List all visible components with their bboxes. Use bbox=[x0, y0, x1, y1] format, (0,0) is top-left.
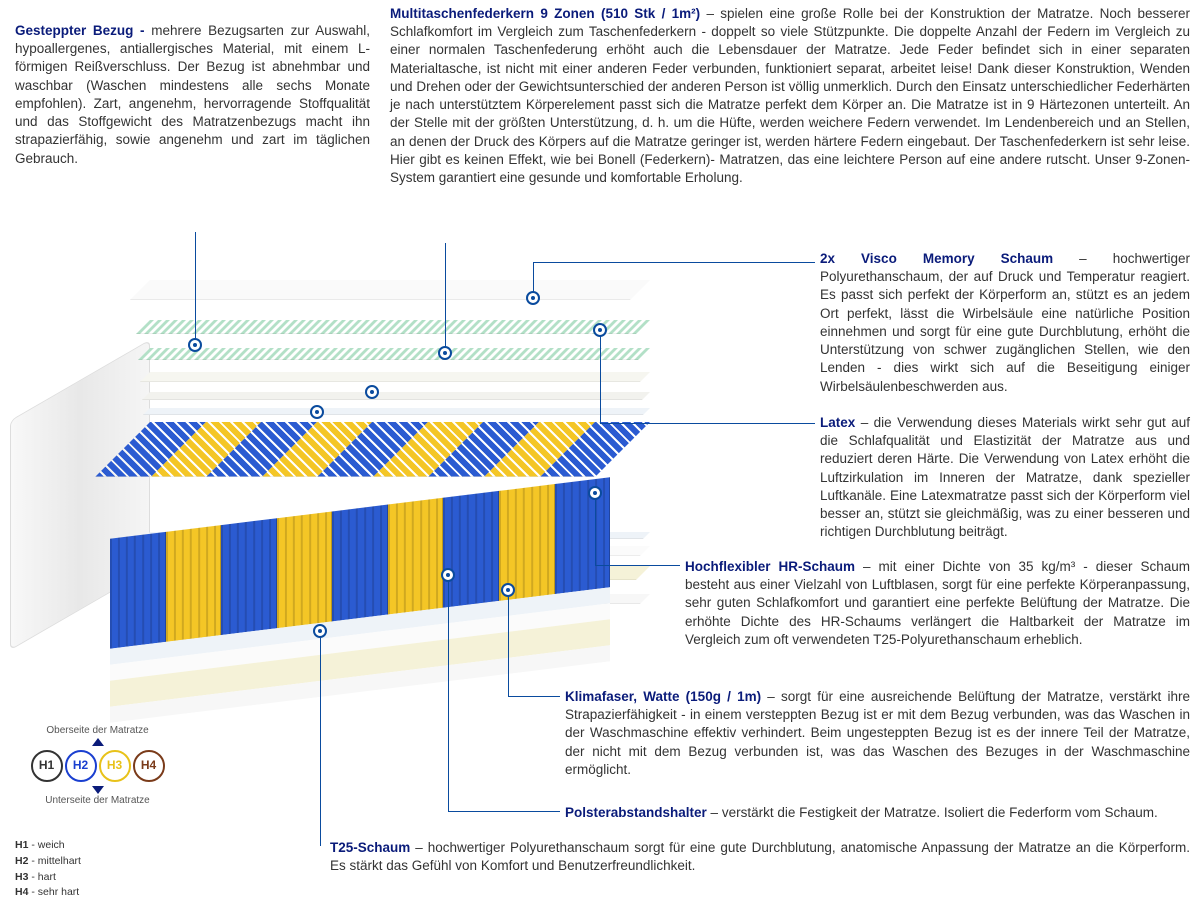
layer-visco2 bbox=[138, 348, 650, 360]
spring-zone-front bbox=[388, 498, 444, 615]
callout-dot-zone bbox=[310, 405, 324, 419]
heading-visco: 2x Visco Memory Schaum bbox=[820, 251, 1053, 266]
callout-dot-cover bbox=[188, 338, 202, 352]
hardness-badge-h2: H2 bbox=[65, 750, 97, 782]
hardness-definition: H3 - hart bbox=[15, 870, 81, 886]
legend-top-label: Oberseite der Matratze bbox=[15, 724, 180, 738]
callout-line bbox=[508, 696, 560, 697]
spring-zone-front bbox=[443, 491, 499, 608]
hardness-badge-h3: H3 bbox=[99, 750, 131, 782]
section-springs: Multitaschenfederkern 9 Zonen (510 Stk /… bbox=[390, 5, 1190, 187]
layer-hr bbox=[142, 392, 650, 400]
hardness-badge-h4: H4 bbox=[133, 750, 165, 782]
callout-line bbox=[320, 631, 321, 846]
callout-dot-visco bbox=[526, 291, 540, 305]
callout-line bbox=[533, 262, 815, 263]
mattress-illustration bbox=[10, 260, 660, 700]
hardness-definition: H2 - mittelhart bbox=[15, 854, 81, 870]
legend-bottom-label: Unterseite der Matratze bbox=[15, 794, 180, 808]
arrow-up-icon bbox=[92, 738, 104, 746]
section-cover: Gesteppter Bezug - mehrere Bezugsarten z… bbox=[15, 22, 370, 168]
spring-zone-front bbox=[221, 518, 277, 635]
callout-dot-hr bbox=[588, 486, 602, 500]
callout-dot-t25 bbox=[313, 624, 327, 638]
body-t25: hochwertiger Polyurethanschaum sorgt für… bbox=[330, 840, 1190, 873]
heading-hr: Hochflexibler HR-Schaum bbox=[685, 559, 855, 574]
heading-springs: Multitaschenfederkern 9 Zonen (510 Stk /… bbox=[390, 6, 700, 21]
infographic-root: Gesteppter Bezug - mehrere Bezugsarten z… bbox=[0, 0, 1200, 912]
body-polster: verstärkt die Festigkeit der Matratze. I… bbox=[707, 805, 1158, 820]
spring-zone-front bbox=[110, 532, 166, 649]
body-latex: die Verwendung dieses Materials wirkt se… bbox=[820, 415, 1190, 539]
section-polster: Polsterabstandshalterverstärkt die Festi… bbox=[565, 804, 1190, 822]
callout-line bbox=[600, 423, 815, 424]
callout-line bbox=[445, 243, 446, 353]
hardness-badge-h1: H1 bbox=[31, 750, 63, 782]
callout-line bbox=[595, 565, 680, 566]
heading-latex: Latex bbox=[820, 415, 855, 430]
callout-line bbox=[195, 232, 196, 345]
callout-line bbox=[595, 493, 596, 566]
layer-spacer-top bbox=[143, 408, 650, 415]
layer-visco1 bbox=[136, 320, 650, 334]
heading-polster: Polsterabstandshalter bbox=[565, 805, 707, 820]
callout-dot-springs bbox=[438, 346, 452, 360]
layer-cover bbox=[130, 280, 650, 300]
hardness-legend: Oberseite der Matratze H1H2H3H4 Untersei… bbox=[15, 724, 180, 807]
callout-dot-latex bbox=[593, 323, 607, 337]
heading-cover: Gesteppter Bezug - bbox=[15, 23, 145, 38]
spring-zone-front bbox=[332, 505, 388, 622]
spring-zone-front bbox=[166, 525, 222, 642]
body-cover-text: mehrere Bezugsarten zur Auswahl, hypoall… bbox=[15, 23, 370, 166]
callout-line bbox=[600, 330, 601, 424]
body-springs: spielen eine große Rolle bei der Konstru… bbox=[390, 6, 1190, 185]
callout-dot-polster bbox=[441, 568, 455, 582]
section-latex: Latexdie Verwendung dieses Materials wir… bbox=[820, 414, 1190, 542]
section-t25: T25-Schaumhochwertiger Polyurethanschaum… bbox=[330, 839, 1190, 875]
callout-dot-klima bbox=[501, 583, 515, 597]
spring-zone-front bbox=[277, 511, 333, 628]
layer-springs bbox=[95, 422, 650, 477]
callout-line bbox=[448, 575, 449, 812]
section-visco: 2x Visco Memory Schaumhochwertiger Polyu… bbox=[820, 250, 1190, 396]
arrow-down-icon bbox=[92, 786, 104, 794]
hardness-definitions: H1 - weichH2 - mittelhartH3 - hartH4 - s… bbox=[15, 838, 81, 901]
layer-latex bbox=[140, 372, 650, 382]
callout-line bbox=[508, 590, 509, 697]
heading-t25: T25-Schaum bbox=[330, 840, 410, 855]
callout-dot-zone bbox=[365, 385, 379, 399]
section-klima: Klimafaser, Watte (150g / 1m)sorgt für e… bbox=[565, 688, 1190, 779]
section-hr: Hochflexibler HR-Schaummit einer Dichte … bbox=[685, 558, 1190, 649]
hardness-definition: H1 - weich bbox=[15, 838, 81, 854]
hardness-definition: H4 - sehr hart bbox=[15, 885, 81, 901]
callout-line bbox=[448, 811, 560, 812]
body-visco: hochwertiger Polyurethanschaum, der auf … bbox=[820, 251, 1190, 394]
